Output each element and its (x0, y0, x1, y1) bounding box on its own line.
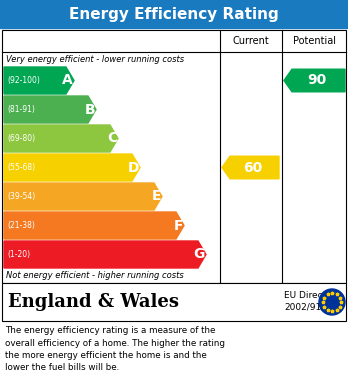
Text: Energy Efficiency Rating: Energy Efficiency Rating (69, 7, 279, 22)
Text: E: E (151, 190, 161, 203)
Text: D: D (127, 160, 139, 174)
Text: Very energy efficient - lower running costs: Very energy efficient - lower running co… (6, 54, 184, 63)
Bar (2, 283, 346, 321)
Polygon shape (4, 125, 118, 152)
Text: 2002/91/EC: 2002/91/EC (284, 303, 336, 312)
Polygon shape (284, 69, 345, 92)
Text: F: F (174, 219, 183, 233)
Polygon shape (4, 183, 162, 210)
Polygon shape (4, 96, 96, 123)
Text: Potential: Potential (293, 36, 337, 46)
Text: (55-68): (55-68) (7, 163, 35, 172)
Text: (81-91): (81-91) (7, 105, 35, 114)
Text: 90: 90 (307, 74, 326, 88)
Text: (39-54): (39-54) (7, 192, 35, 201)
Text: (92-100): (92-100) (7, 76, 40, 85)
Text: The energy efficiency rating is a measure of the
overall efficiency of a home. T: The energy efficiency rating is a measur… (5, 326, 225, 373)
Text: (69-80): (69-80) (7, 134, 35, 143)
Bar (0, 0, 348, 28)
Text: A: A (62, 74, 73, 88)
Text: B: B (84, 102, 95, 117)
Text: G: G (193, 248, 205, 262)
Polygon shape (4, 67, 74, 94)
Text: 60: 60 (243, 160, 262, 174)
Text: Current: Current (232, 36, 269, 46)
Text: (1-20): (1-20) (7, 250, 30, 259)
Text: England & Wales: England & Wales (8, 293, 179, 311)
Text: (21-38): (21-38) (7, 221, 35, 230)
Circle shape (319, 289, 345, 315)
Polygon shape (4, 154, 140, 181)
Bar (2, 30, 346, 283)
Polygon shape (4, 241, 206, 268)
Text: Not energy efficient - higher running costs: Not energy efficient - higher running co… (6, 271, 184, 280)
Polygon shape (4, 212, 184, 239)
Text: C: C (107, 131, 117, 145)
Polygon shape (222, 156, 279, 179)
Text: EU Directive: EU Directive (284, 292, 340, 301)
